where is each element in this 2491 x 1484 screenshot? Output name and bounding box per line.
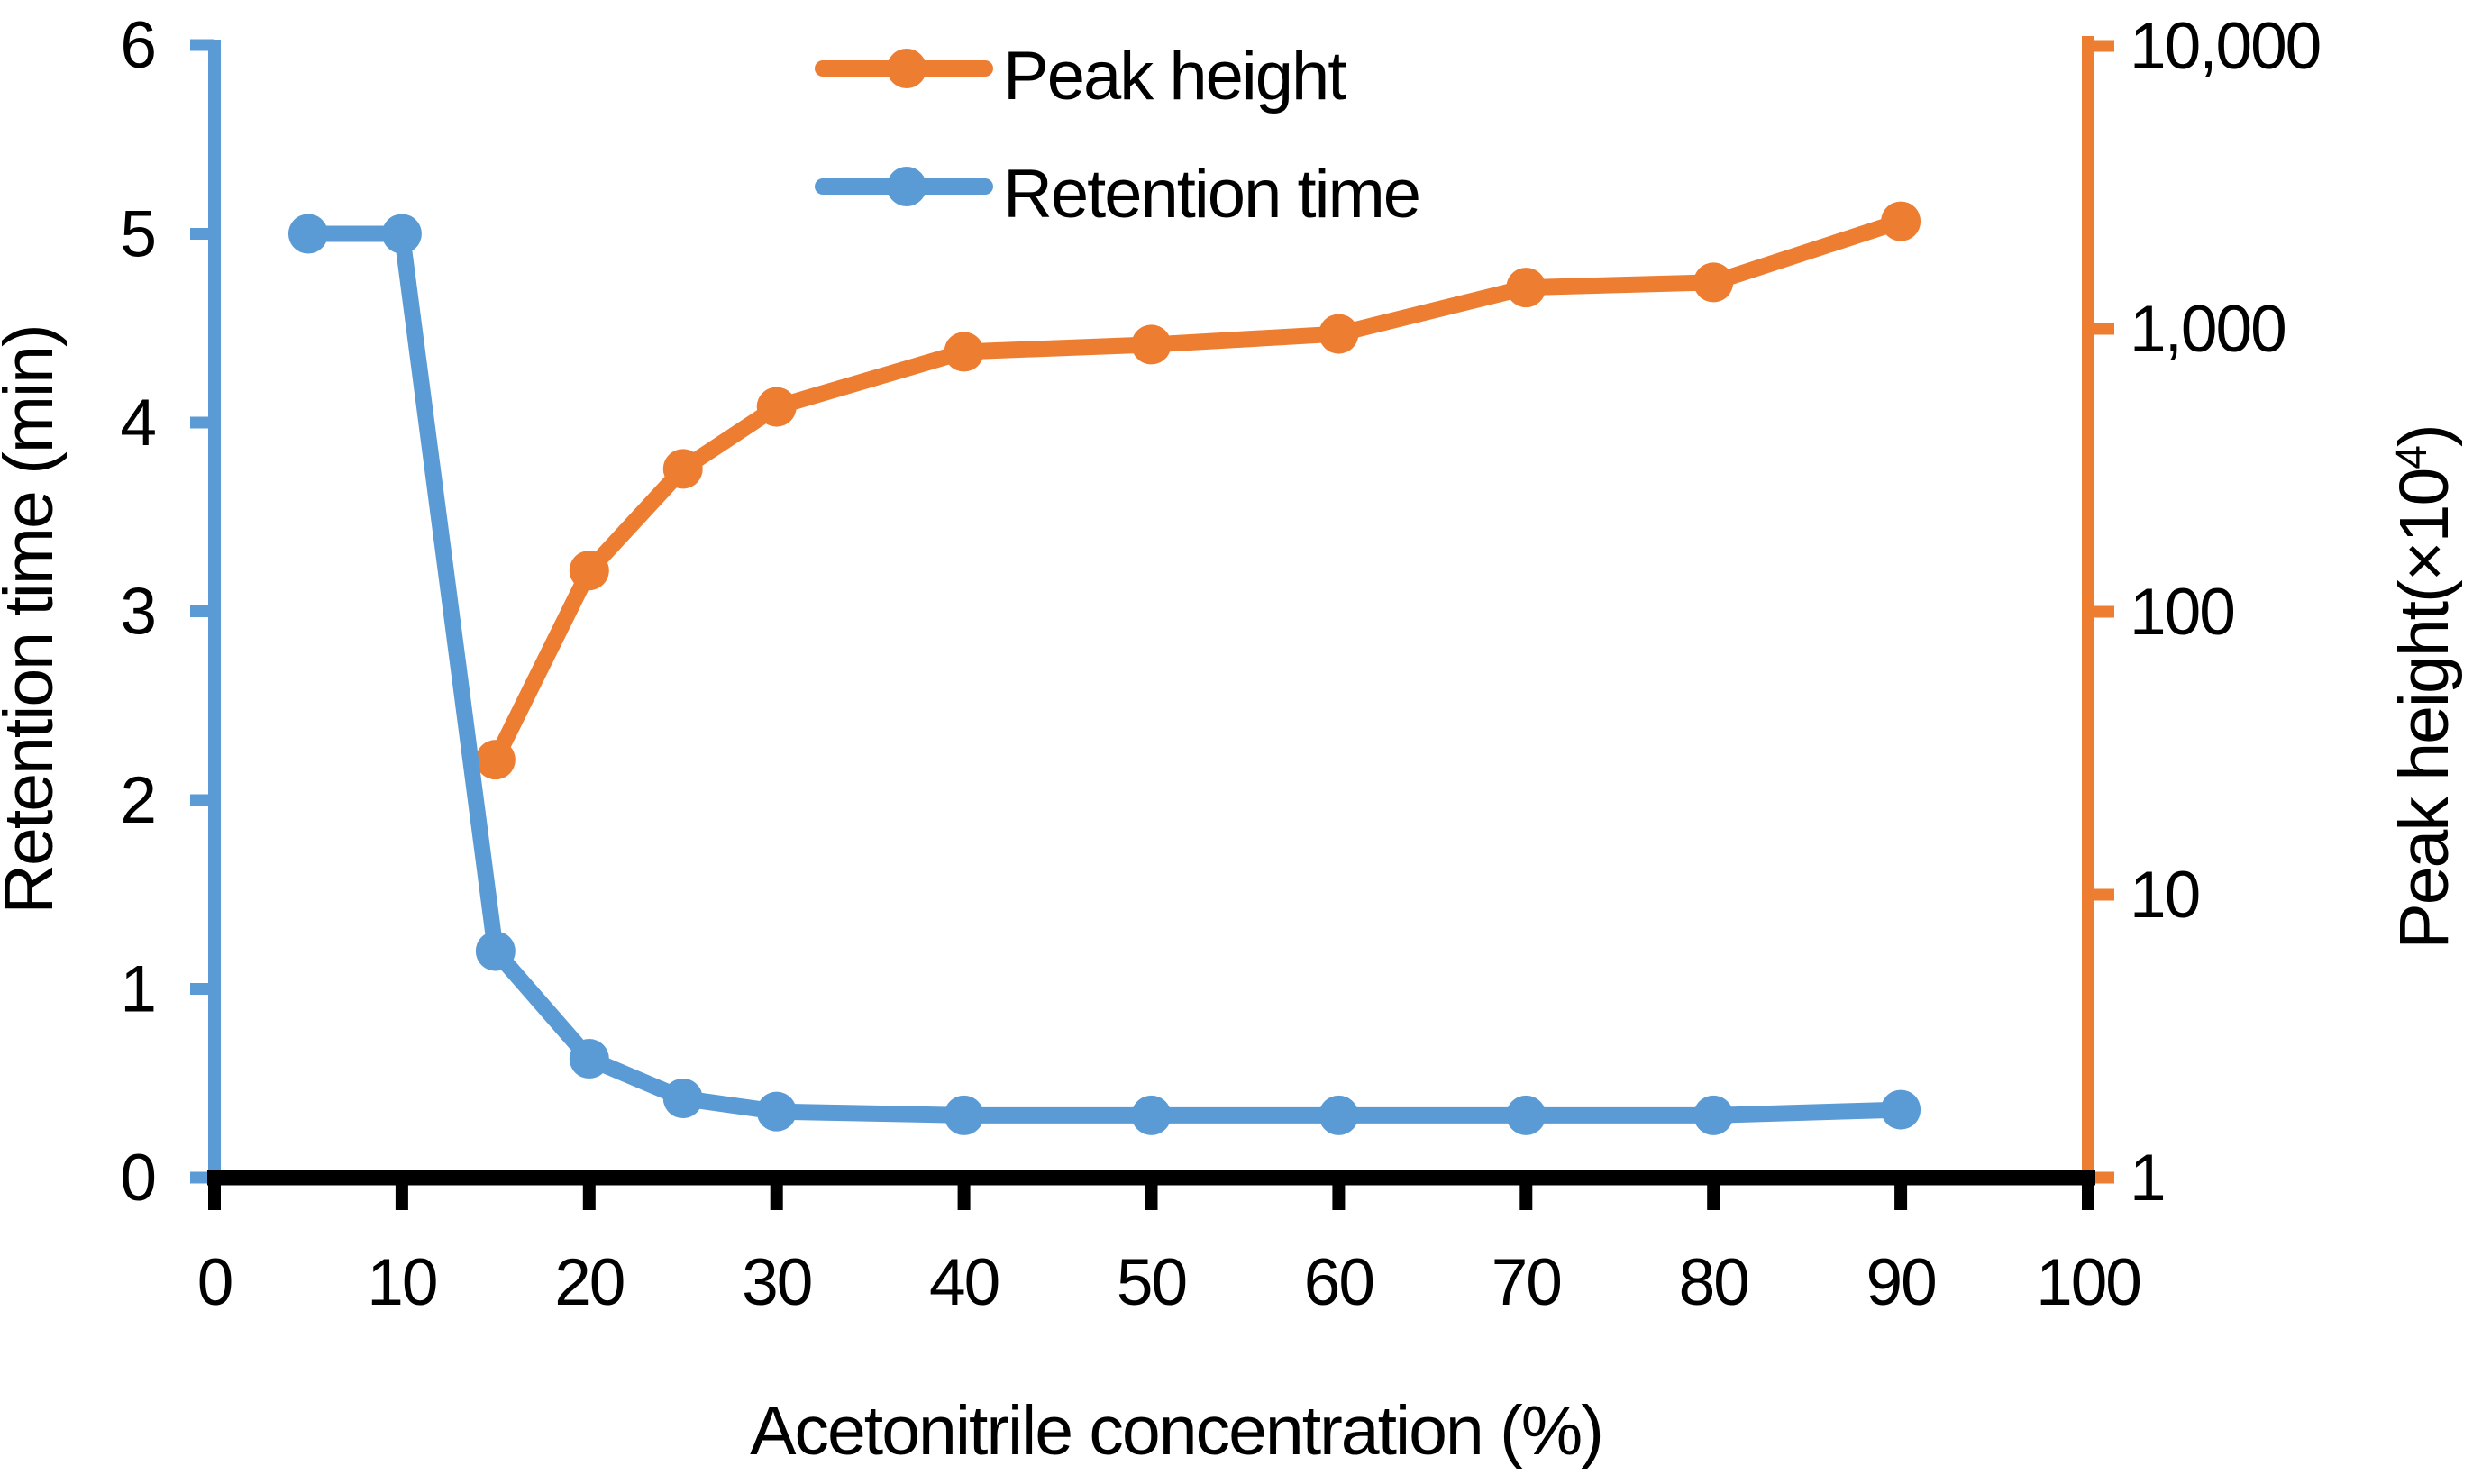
series-line-peak-height <box>487 213 1910 769</box>
data-point-retention-time <box>1131 1095 1172 1135</box>
right-axis-tick-label: 1,000 <box>2130 293 2286 366</box>
data-point-peak-height <box>756 387 797 427</box>
series-layer <box>287 201 1921 1135</box>
legend-markers <box>815 49 993 206</box>
data-point-retention-time <box>287 214 328 254</box>
data-point-peak-height <box>475 740 516 780</box>
x-axis-tick-label: 100 <box>2036 1246 2140 1319</box>
legend-marker-point <box>887 49 926 88</box>
x-axis-tick-label: 20 <box>554 1246 624 1319</box>
left-axis-tick-label: 4 <box>120 387 155 460</box>
data-point-retention-time <box>662 1079 703 1119</box>
x-axis-tick-label: 30 <box>742 1246 811 1319</box>
data-point-peak-height <box>1318 314 1359 354</box>
x-axis-tick-label: 10 <box>367 1246 436 1319</box>
left-axis-tick-label: 3 <box>120 576 155 649</box>
right-axis-tick-label: 10 <box>2130 859 2199 932</box>
x-axis-tick-label: 60 <box>1304 1246 1373 1319</box>
right-axis-tick-label: 10,000 <box>2130 10 2320 83</box>
left-axis-tick-label: 5 <box>120 198 155 271</box>
data-point-retention-time <box>944 1095 984 1135</box>
legend-label-peak-height: Peak height <box>1003 38 1346 114</box>
left-axis-tick-label: 1 <box>120 953 155 1026</box>
left-axis-tick-label: 0 <box>120 1142 155 1215</box>
right-axis-title: Peak height(×104) <box>2386 425 2463 949</box>
left-axis-title: Retention time (min) <box>0 325 68 914</box>
x-axis-title: Acetonitrile concentration (%) <box>750 1392 1602 1470</box>
data-point-peak-height <box>944 332 984 372</box>
data-point-peak-height <box>1881 201 1921 241</box>
right-axis-tick-label: 1 <box>2130 1142 2165 1215</box>
axes-layer: 0 1 2 3 4 5 6 1 10 100 1,000 10,000 0 10 20 30 40 50 60 70 8… <box>120 9 2322 1319</box>
x-axis-tick-label: 70 <box>1492 1246 1561 1319</box>
data-point-retention-time <box>1318 1095 1359 1135</box>
data-point-retention-time <box>381 214 422 254</box>
right-axis-tick-label: 100 <box>2130 576 2234 649</box>
left-axis-tick-label: 6 <box>120 9 155 82</box>
data-point-peak-height <box>1131 324 1172 365</box>
x-axis-tick-label: 90 <box>1866 1246 1935 1319</box>
data-point-retention-time <box>1881 1089 1921 1130</box>
data-point-retention-time <box>1693 1095 1734 1135</box>
data-point-retention-time <box>475 931 516 971</box>
legend-label-retention-time: Retention time <box>1003 156 1419 232</box>
data-point-peak-height <box>662 449 703 489</box>
data-point-retention-time <box>756 1091 797 1132</box>
data-point-peak-height <box>1693 262 1734 303</box>
x-axis-tick-label: 50 <box>1117 1246 1186 1319</box>
x-axis-tick-label: 80 <box>1679 1246 1748 1319</box>
x-axis-tick-label: 0 <box>197 1246 233 1319</box>
data-point-retention-time <box>569 1039 609 1079</box>
series-line-retention-time <box>299 225 1910 1124</box>
legend-marker-point <box>887 167 926 206</box>
left-axis-tick-label: 2 <box>120 764 155 837</box>
data-point-peak-height <box>569 551 609 591</box>
data-point-peak-height <box>1506 268 1547 308</box>
x-axis-tick-label: 40 <box>929 1246 999 1319</box>
data-point-retention-time <box>1506 1095 1547 1135</box>
